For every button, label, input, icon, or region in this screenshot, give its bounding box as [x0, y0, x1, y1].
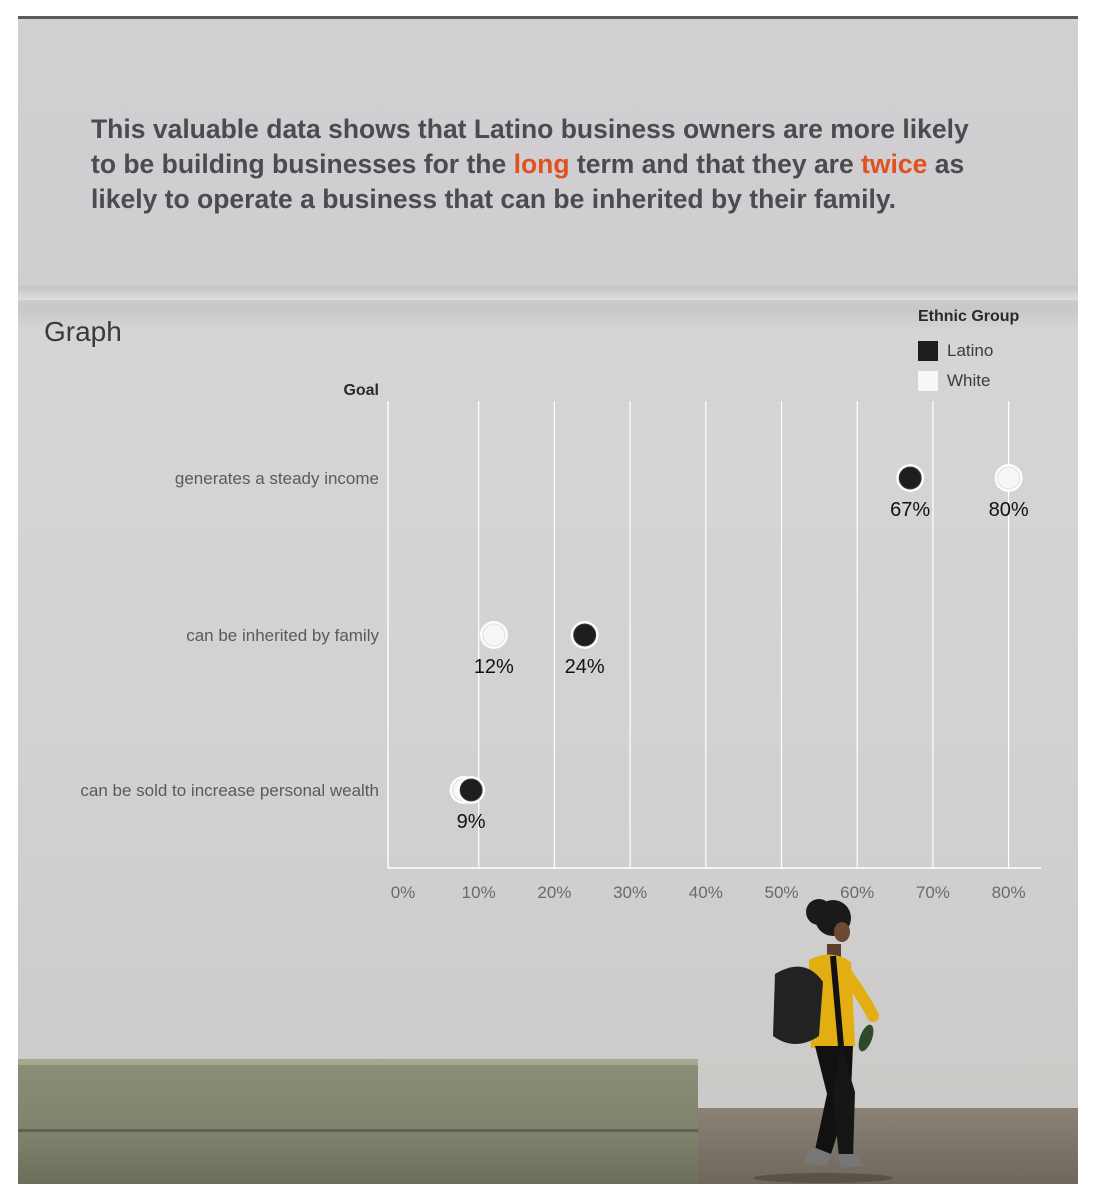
data-point-latino[interactable] [457, 776, 486, 804]
walking-person-illustration [753, 899, 893, 1183]
x-tick-label: 70% [916, 883, 950, 902]
x-tick-label: 10% [462, 883, 496, 902]
x-tick-label: 40% [689, 883, 723, 902]
data-point-white[interactable] [479, 621, 508, 649]
bench-top-edge [18, 1059, 698, 1065]
data-point-latino[interactable] [570, 621, 599, 649]
top-border [18, 16, 1078, 19]
headline-text-3: as likely to operate a business that can… [91, 149, 965, 214]
x-axis-ticks: 0% 10% 20% 30% 40% 50% 60% 70% 80% [391, 883, 1026, 902]
data-point-latino[interactable] [896, 464, 925, 492]
legend: Ethnic Group Latino White [918, 308, 1058, 396]
data-label-latino: 9% [457, 811, 486, 833]
concrete-bench [18, 1059, 698, 1184]
legend-label-latino: Latino [947, 341, 994, 360]
data-points [449, 464, 1023, 804]
bench-shadow-line [18, 1129, 698, 1132]
legend-title: Ethnic Group [918, 308, 1020, 325]
data-label-latino: 24% [565, 656, 605, 678]
category-labels: generates a steady income can be inherite… [80, 469, 379, 800]
headline-text-2: term and that they are [569, 149, 862, 179]
category-label: generates a steady income [175, 469, 379, 488]
data-label-latino: 67% [890, 499, 930, 521]
data-label-white: 80% [989, 499, 1029, 521]
category-label: can be inherited by family [186, 626, 379, 645]
x-tick-label: 80% [992, 883, 1026, 902]
legend-swatch-white [918, 371, 938, 391]
dot-chart: Goal 0% 10% 20% 30% 40% 50% 60% 70% 80% generate… [80, 382, 1041, 902]
data-labels: 67% 24% 9% 80% 12% [457, 499, 1029, 833]
x-tick-label: 0% [391, 883, 416, 902]
headline: This valuable data shows that Latino bus… [91, 112, 991, 217]
data-label-white: 12% [474, 656, 514, 678]
legend-swatch-latino [918, 341, 938, 361]
legend-item-white[interactable]: White [918, 366, 1058, 396]
x-tick-label: 20% [537, 883, 571, 902]
category-label: can be sold to increase personal wealth [80, 781, 379, 800]
wall-ledge [18, 286, 1078, 300]
y-axis-title: Goal [343, 382, 379, 399]
headline-text-1: This valuable data shows that Latino bus… [91, 114, 969, 179]
infographic-card: This valuable data shows that Latino bus… [18, 16, 1078, 1184]
data-point-white[interactable] [994, 464, 1023, 492]
headline-highlight-long: long [513, 149, 570, 179]
x-tick-label: 60% [840, 883, 874, 902]
x-tick-label: 30% [613, 883, 647, 902]
headline-highlight-twice: twice [861, 149, 928, 179]
legend-item-latino[interactable]: Latino [918, 336, 1058, 366]
legend-label-white: White [947, 371, 991, 390]
x-tick-label: 50% [764, 883, 798, 902]
graph-title: Graph [44, 316, 122, 347]
